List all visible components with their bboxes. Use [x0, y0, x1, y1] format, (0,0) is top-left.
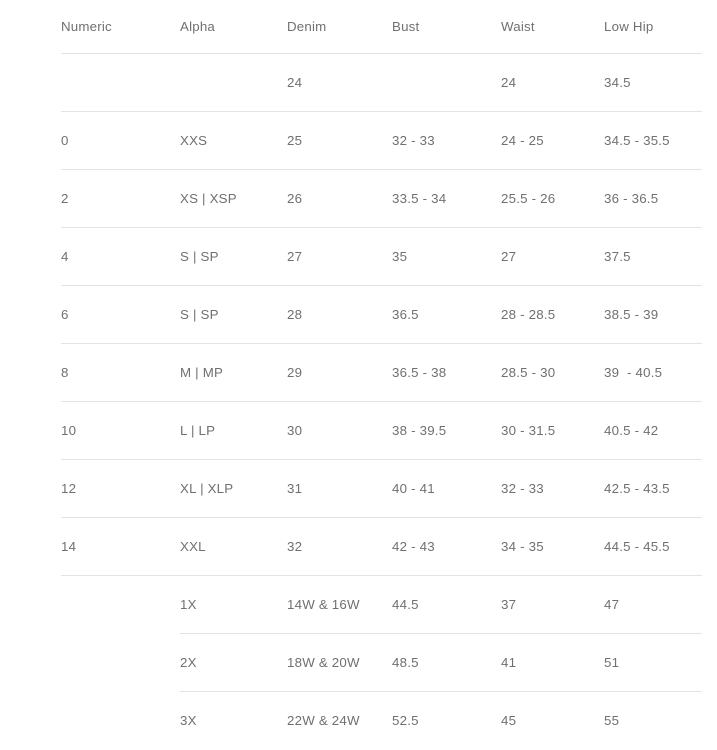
cell-bust: 52.5 [392, 713, 419, 728]
cell-alpha [180, 53, 287, 112]
cell-alpha: XXL [180, 517, 287, 576]
cell-bust: 35 [392, 227, 501, 286]
cell-alpha: M | MP [180, 343, 287, 402]
table-header-row: Numeric Alpha Denim Bust Waist Low Hip [61, 0, 702, 54]
cell-lowhip: 40.5 - 42 [604, 401, 702, 460]
cell-alpha: 2X [180, 633, 287, 692]
table-row: 3X 22W & 24W 52.5 45 55 [61, 692, 702, 750]
cell-denim: 18W & 20W [287, 633, 392, 692]
cell-alpha: XXS [180, 111, 287, 170]
cell-lowhip: 55 [604, 713, 620, 728]
cell-waist: 45 [501, 713, 517, 728]
cell-denim: 14W & 16W [287, 575, 392, 634]
cell-numeric [61, 692, 180, 750]
cell-bust: 36.5 [392, 285, 501, 344]
cell-numeric: 10 [61, 401, 180, 460]
table-row: 0 XXS 25 32 - 33 24 - 25 34.5 - 35.5 [61, 111, 702, 170]
cell-bust: 42 - 43 [392, 517, 501, 576]
column-header-numeric: Numeric [61, 0, 180, 54]
cell-waist: 41 [501, 633, 604, 692]
column-header-lowhip: Low Hip [604, 0, 702, 54]
cell-alpha: L | LP [180, 401, 287, 460]
table-header: Numeric Alpha Denim Bust Waist Low Hip [61, 0, 702, 54]
cell-bust: 33.5 - 34 [392, 169, 501, 228]
cell-waist: 24 - 25 [501, 111, 604, 170]
cell-denim: 22W & 24W [287, 713, 360, 728]
table-row: 2X 18W & 20W 48.5 41 51 [61, 633, 702, 692]
cell-alpha: 1X [180, 575, 287, 634]
cell-bust: 36.5 - 38 [392, 343, 501, 402]
cell-waist: 27 [501, 227, 604, 286]
cell-lowhip: 39 - 40.5 [604, 343, 702, 402]
cell-alpha: S | SP [180, 285, 287, 344]
cell-numeric: 12 [61, 459, 180, 518]
column-header-waist: Waist [501, 0, 604, 54]
cell-denim: 25 [287, 111, 392, 170]
cell-waist: 34 - 35 [501, 517, 604, 576]
cell-alpha: XL | XLP [180, 459, 287, 518]
cell-waist: 28.5 - 30 [501, 343, 604, 402]
cell-denim: 29 [287, 343, 392, 402]
cell-bust [392, 53, 501, 112]
cell-denim: 32 [287, 517, 392, 576]
cell-lowhip: 37.5 [604, 227, 702, 286]
table-row: 2 XS | XSP 26 33.5 - 34 25.5 - 26 36 - 36.5 [61, 169, 702, 228]
cell-lowhip: 51 [604, 633, 702, 692]
table-body: 24 24 34.5 0 XXS 25 32 - 33 24 - 25 34.5 - 35.5 2… [61, 53, 702, 750]
cell-alpha: XS | XSP [180, 169, 287, 228]
cell-waist: 28 - 28.5 [501, 285, 604, 344]
cell-bust: 44.5 [392, 575, 501, 634]
cell-numeric: 14 [61, 517, 180, 576]
cell-waist: 32 - 33 [501, 459, 604, 518]
cell-alpha: S | SP [180, 227, 287, 286]
cell-lowhip: 44.5 - 45.5 [604, 517, 702, 576]
cell-waist: 24 [501, 53, 604, 112]
cell-waist: 37 [501, 575, 604, 634]
cell-denim: 24 [287, 53, 392, 112]
cell-bust: 32 - 33 [392, 111, 501, 170]
table-row: 10 L | LP 30 38 - 39.5 30 - 31.5 40.5 - 42 [61, 401, 702, 460]
column-header-bust: Bust [392, 0, 501, 54]
cell-lowhip: 42.5 - 43.5 [604, 459, 702, 518]
cell-numeric: 6 [61, 285, 180, 344]
cell-numeric: 0 [61, 111, 180, 170]
cell-lowhip: 34.5 - 35.5 [604, 111, 702, 170]
cell-denim: 31 [287, 459, 392, 518]
cell-numeric [61, 576, 180, 634]
cell-lowhip: 38.5 - 39 [604, 285, 702, 344]
column-header-denim: Denim [287, 0, 392, 54]
cell-numeric [61, 634, 180, 692]
cell-denim: 30 [287, 401, 392, 460]
size-chart-table: Numeric Alpha Denim Bust Waist Low Hip 2… [61, 0, 702, 750]
cell-lowhip: 36 - 36.5 [604, 169, 702, 228]
cell-numeric [61, 53, 180, 112]
table-row: 14 XXL 32 42 - 43 34 - 35 44.5 - 45.5 [61, 517, 702, 576]
cell-bust: 40 - 41 [392, 459, 501, 518]
cell-denim: 26 [287, 169, 392, 228]
column-header-alpha: Alpha [180, 0, 287, 54]
size-chart-container: Numeric Alpha Denim Bust Waist Low Hip 2… [61, 0, 702, 728]
cell-denim: 28 [287, 285, 392, 344]
cell-waist: 30 - 31.5 [501, 401, 604, 460]
table-row: 24 24 34.5 [61, 53, 702, 112]
table-row: 1X 14W & 16W 44.5 37 47 [61, 575, 702, 634]
cell-numeric: 2 [61, 169, 180, 228]
cell-bust: 48.5 [392, 633, 501, 692]
cell-waist: 25.5 - 26 [501, 169, 604, 228]
cell-lowhip: 34.5 [604, 53, 702, 112]
cell-lowhip: 47 [604, 575, 702, 634]
cell-alpha: 3X [180, 713, 197, 728]
table-row: 12 XL | XLP 31 40 - 41 32 - 33 42.5 - 43.5 [61, 459, 702, 518]
cell-bust: 38 - 39.5 [392, 401, 501, 460]
cell-numeric: 4 [61, 227, 180, 286]
cell-numeric: 8 [61, 343, 180, 402]
cell-denim: 27 [287, 227, 392, 286]
